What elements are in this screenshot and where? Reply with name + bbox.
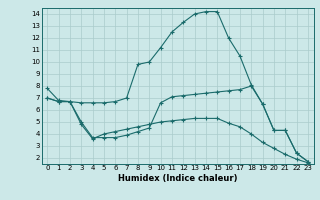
X-axis label: Humidex (Indice chaleur): Humidex (Indice chaleur) [118,174,237,183]
